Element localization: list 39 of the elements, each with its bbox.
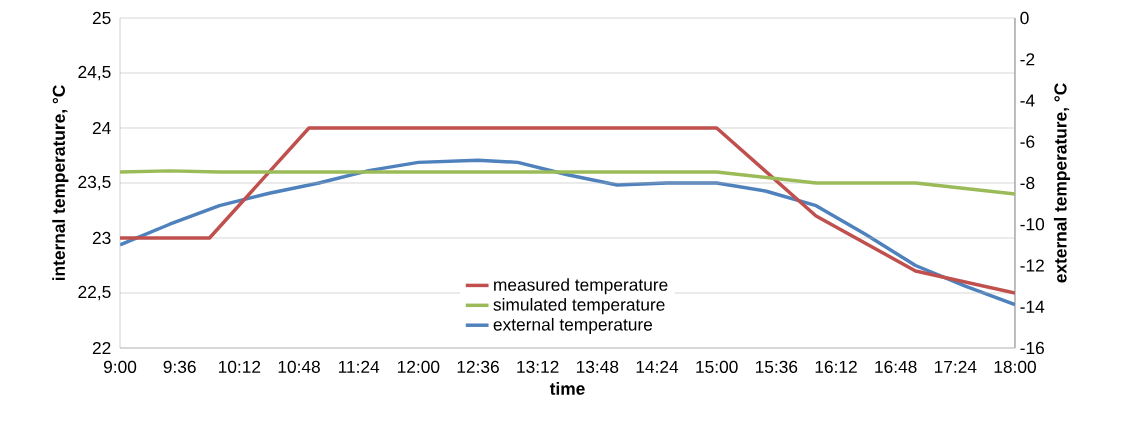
x-axis-title: time [549, 382, 585, 395]
y2-tick-label: -6 [1020, 135, 1035, 148]
y2-tick-label: -14 [1020, 300, 1045, 313]
y2-tick-label: 0 [1020, 11, 1029, 25]
y2-tick-label: -12 [1020, 259, 1044, 272]
x-tick-label: 9:00 [103, 360, 137, 373]
x-tick-label: 10:12 [218, 360, 261, 373]
y-tick-label: 24 [92, 121, 111, 135]
legend-label: measured temperature [494, 278, 668, 295]
x-tick-label: 18:00 [994, 360, 1036, 373]
x-tick-label: 12:00 [397, 360, 440, 373]
x-tick-label: 14:24 [636, 360, 679, 373]
y-tick-label: 25 [92, 11, 111, 25]
y2-axis-title: external temperature, °C [1053, 83, 1071, 283]
y-axis-title: internal temperature, °C [52, 85, 69, 281]
y-tick-label: 22,5 [78, 285, 111, 301]
legend-label: external temperature [493, 317, 653, 335]
y2-tick-label: -4 [1020, 94, 1035, 107]
x-tick-label: 13:12 [517, 360, 559, 373]
y-tick-label: 23 [92, 231, 111, 245]
x-tick-label: 12:36 [457, 360, 499, 373]
y2-tick-label: -2 [1020, 53, 1035, 66]
y2-tick-label: -8 [1020, 176, 1035, 190]
x-tick-label: 17:24 [934, 360, 977, 373]
line-series [120, 126, 1015, 295]
y2-tick-label: -16 [1020, 341, 1044, 355]
x-tick-label: 15:36 [755, 360, 798, 373]
x-tick-label: 15:00 [696, 360, 738, 373]
x-tick-label: 16:48 [875, 360, 917, 373]
x-tick-label: 13:48 [576, 360, 619, 373]
y2-tick-label: -10 [1020, 218, 1045, 231]
x-tick-label: 11:24 [338, 360, 380, 373]
legend-label: simulated temperature [493, 298, 665, 315]
x-tick-label: 10:48 [278, 360, 320, 373]
y-tick-label: 24,5 [78, 65, 111, 81]
x-tick-label: 9:36 [163, 360, 196, 373]
x-tick-label: 16:12 [815, 360, 857, 373]
y-tick-label: 23,5 [78, 175, 111, 191]
y-tick-label: 22 [92, 341, 111, 355]
